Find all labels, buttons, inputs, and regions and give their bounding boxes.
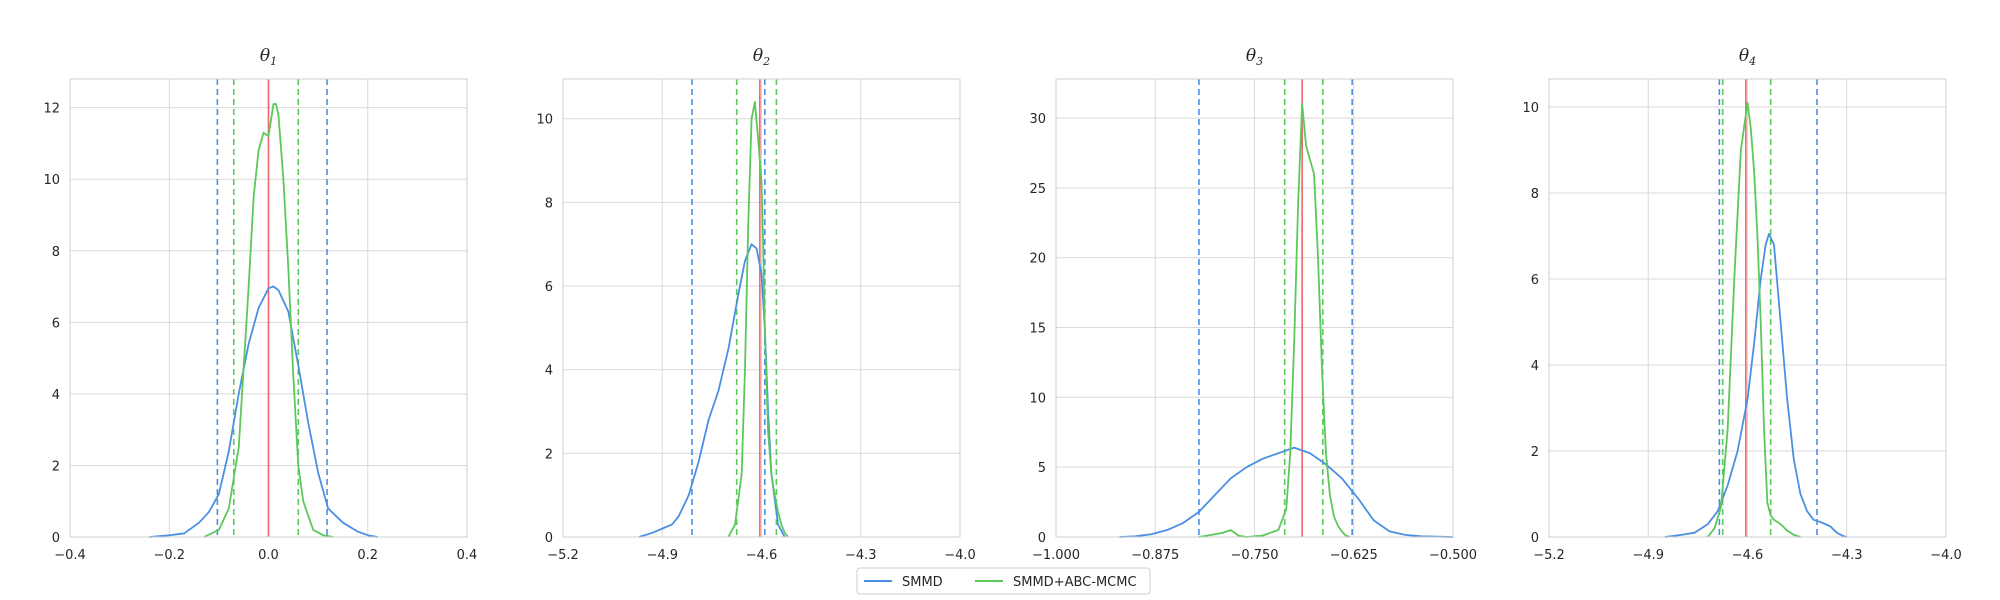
series-smmd <box>1119 446 1454 538</box>
y-tick-label: 15 <box>1029 322 1046 337</box>
subplot-2: −5.2 −4.9 −4.6 −4.3 −4.0 0 2 4 6 8 10 θ2 <box>536 46 975 563</box>
y-tick-label: 10 <box>43 173 60 188</box>
y-tick-label: 2 <box>545 447 553 462</box>
x-tick-label: 0.2 <box>357 548 378 563</box>
subplot-title: θ3 <box>1246 46 1263 68</box>
y-tick-label: 5 <box>1038 461 1046 476</box>
legend-label: SMMD <box>902 575 943 590</box>
x-tick-label: −4.9 <box>646 548 678 563</box>
axes-frame <box>1055 78 1454 538</box>
y-tick-label: 10 <box>1522 101 1539 116</box>
y-tick-label: 6 <box>1531 273 1539 288</box>
y-tick-label: 8 <box>545 196 553 211</box>
subplot-3: −1.000 −0.875 −0.750 −0.625 −0.500 0 5 10 15 20 25… <box>1029 46 1477 563</box>
y-tick-label: 25 <box>1029 182 1046 197</box>
subplot-1: −0.4 −0.2 0.0 0.2 0.4 0 2 4 6 8 10 12 θ1 <box>43 46 477 563</box>
legend-frame <box>856 567 1151 595</box>
y-tick-label: 12 <box>43 102 60 117</box>
x-tick-label: −4.0 <box>944 548 976 563</box>
y-tick-label: 8 <box>52 245 60 260</box>
x-tick-label: −4.3 <box>1831 548 1863 563</box>
subplot-title: θ1 <box>260 46 277 68</box>
x-tick-label: 0.0 <box>258 548 279 563</box>
subplot-title: θ2 <box>753 46 770 68</box>
x-tick-label: −5.2 <box>547 548 579 563</box>
y-tick-label: 6 <box>545 280 553 295</box>
y-tick-label: 10 <box>536 113 553 128</box>
x-tick-label: −4.6 <box>1732 548 1764 563</box>
x-tick-label: −0.875 <box>1131 548 1179 563</box>
series-smmd-abc-mcmc <box>1198 103 1351 538</box>
y-tick-label: 6 <box>52 316 60 331</box>
subplot-title: θ4 <box>1739 46 1756 68</box>
y-tick-label: 4 <box>545 364 553 379</box>
y-tick-label: 0 <box>1038 531 1046 546</box>
axes-frame <box>1548 78 1947 538</box>
x-tick-label: −0.750 <box>1230 548 1278 563</box>
y-tick-label: 8 <box>1531 187 1539 202</box>
x-tick-label: −4.3 <box>845 548 877 563</box>
subplot-4: −5.2 −4.9 −4.6 −4.3 −4.0 0 2 4 6 8 10 θ4 <box>1522 46 1961 563</box>
y-tick-label: 2 <box>52 459 60 474</box>
y-tick-label: 0 <box>545 531 553 546</box>
x-tick-label: −5.2 <box>1533 548 1565 563</box>
x-tick-label: −4.9 <box>1632 548 1664 563</box>
x-tick-label: −0.2 <box>153 548 185 563</box>
series-smmd-abc-mcmc <box>727 101 789 538</box>
x-tick-label: −0.625 <box>1330 548 1378 563</box>
x-tick-label: −0.500 <box>1429 548 1477 563</box>
series-smmd-abc-mcmc <box>203 103 334 538</box>
y-tick-label: 4 <box>1531 359 1539 374</box>
y-tick-label: 20 <box>1029 252 1046 267</box>
x-tick-label: −4.6 <box>746 548 778 563</box>
y-tick-label: 10 <box>1029 391 1046 406</box>
axes-frame <box>562 78 961 538</box>
axes-frame <box>69 78 468 538</box>
y-tick-label: 4 <box>52 388 60 403</box>
x-tick-label: 0.4 <box>457 548 478 563</box>
series-smmd <box>149 285 378 538</box>
y-tick-label: 0 <box>1531 531 1539 546</box>
x-tick-label: −0.4 <box>54 548 86 563</box>
series-smmd-abc-mcmc <box>1707 101 1801 538</box>
legend-label: SMMD+ABC-MCMC <box>1013 575 1137 590</box>
y-tick-label: 0 <box>52 531 60 546</box>
series-smmd <box>1664 232 1847 538</box>
y-tick-label: 30 <box>1029 112 1046 127</box>
legend: SMMD SMMD+ABC-MCMC <box>856 567 1151 595</box>
y-tick-label: 2 <box>1531 445 1539 460</box>
x-tick-label: −4.0 <box>1930 548 1962 563</box>
x-tick-label: −1.000 <box>1032 548 1080 563</box>
